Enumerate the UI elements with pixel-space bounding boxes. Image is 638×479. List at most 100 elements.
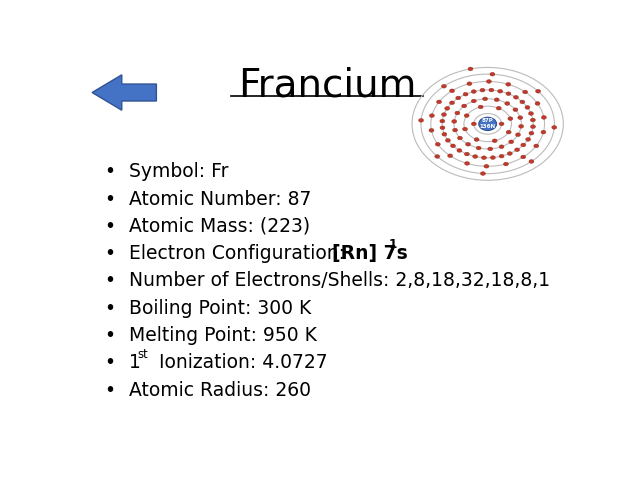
Text: •: • [105, 299, 115, 318]
Circle shape [491, 156, 495, 160]
Circle shape [484, 164, 489, 168]
Circle shape [519, 125, 524, 128]
Text: •: • [105, 244, 115, 263]
Circle shape [536, 90, 540, 93]
Circle shape [463, 92, 468, 96]
Circle shape [478, 117, 496, 130]
Circle shape [518, 116, 523, 119]
Circle shape [445, 106, 450, 110]
Circle shape [480, 88, 485, 92]
Circle shape [486, 80, 491, 83]
Circle shape [457, 136, 463, 140]
Text: Atomic Number: 87: Atomic Number: 87 [129, 190, 311, 209]
Circle shape [529, 160, 534, 163]
Circle shape [520, 100, 525, 104]
Circle shape [455, 111, 460, 115]
Circle shape [471, 90, 476, 93]
Circle shape [474, 137, 479, 141]
Circle shape [515, 148, 519, 151]
Circle shape [513, 108, 518, 112]
Circle shape [490, 72, 495, 76]
Circle shape [436, 100, 441, 104]
Text: •: • [105, 381, 115, 399]
Circle shape [450, 101, 454, 104]
Circle shape [467, 82, 472, 86]
Text: st: st [138, 348, 148, 361]
Circle shape [434, 155, 440, 159]
Circle shape [429, 114, 434, 117]
Circle shape [462, 104, 466, 108]
Circle shape [528, 112, 533, 115]
Circle shape [419, 118, 424, 122]
Circle shape [464, 161, 470, 165]
Circle shape [480, 171, 486, 175]
Circle shape [531, 125, 535, 128]
Text: Francium: Francium [238, 66, 416, 104]
Text: •: • [105, 162, 115, 182]
Circle shape [441, 84, 447, 88]
Circle shape [525, 105, 530, 109]
Circle shape [514, 95, 519, 99]
Circle shape [523, 90, 528, 94]
Circle shape [452, 120, 457, 123]
Circle shape [442, 132, 447, 136]
Circle shape [542, 115, 546, 119]
Circle shape [466, 142, 471, 146]
Circle shape [508, 140, 514, 144]
Circle shape [440, 119, 445, 123]
Text: •: • [105, 354, 115, 372]
Circle shape [456, 96, 461, 100]
Text: Electron Configuration:: Electron Configuration: [129, 244, 363, 263]
Circle shape [448, 154, 452, 158]
Text: Symbol: Fr: Symbol: Fr [129, 162, 228, 182]
Circle shape [503, 162, 508, 166]
Circle shape [488, 147, 493, 151]
Circle shape [468, 67, 473, 71]
Circle shape [507, 152, 512, 155]
Circle shape [499, 154, 504, 158]
Text: •: • [105, 326, 115, 345]
Text: Ionization: 4.0727: Ionization: 4.0727 [153, 354, 327, 372]
Text: Number of Electrons/Shells: 2,8,18,32,18,8,1: Number of Electrons/Shells: 2,8,18,32,18… [129, 272, 551, 290]
Circle shape [492, 139, 497, 143]
Circle shape [521, 155, 526, 159]
Circle shape [429, 128, 434, 132]
Circle shape [552, 125, 557, 129]
Circle shape [440, 126, 445, 130]
Text: •: • [105, 190, 115, 209]
Circle shape [506, 82, 511, 86]
Circle shape [521, 143, 526, 147]
Text: •: • [105, 217, 115, 236]
Circle shape [534, 144, 538, 148]
Circle shape [457, 148, 462, 152]
Circle shape [471, 122, 477, 125]
Polygon shape [92, 75, 156, 110]
Circle shape [506, 130, 511, 134]
Circle shape [506, 92, 511, 95]
Text: 1: 1 [129, 354, 141, 372]
Circle shape [498, 90, 503, 93]
Circle shape [516, 133, 521, 137]
Text: 1: 1 [389, 238, 397, 251]
Circle shape [499, 122, 504, 125]
Circle shape [482, 97, 487, 101]
Circle shape [445, 138, 450, 142]
Circle shape [478, 105, 483, 109]
Text: 87P
136N: 87P 136N [480, 118, 496, 129]
Circle shape [441, 113, 447, 116]
Circle shape [505, 102, 510, 105]
Circle shape [463, 127, 468, 131]
Circle shape [476, 146, 481, 150]
Text: Atomic Mass: (223): Atomic Mass: (223) [129, 217, 310, 236]
Text: •: • [105, 272, 115, 290]
Circle shape [535, 102, 540, 105]
Circle shape [473, 155, 478, 159]
Circle shape [494, 98, 499, 102]
Circle shape [489, 88, 494, 92]
Text: Atomic Radius: 260: Atomic Radius: 260 [129, 381, 311, 399]
Text: Melting Point: 950 K: Melting Point: 950 K [129, 326, 317, 345]
Circle shape [452, 128, 457, 132]
Circle shape [482, 156, 486, 160]
Circle shape [526, 137, 531, 141]
Circle shape [464, 114, 469, 117]
